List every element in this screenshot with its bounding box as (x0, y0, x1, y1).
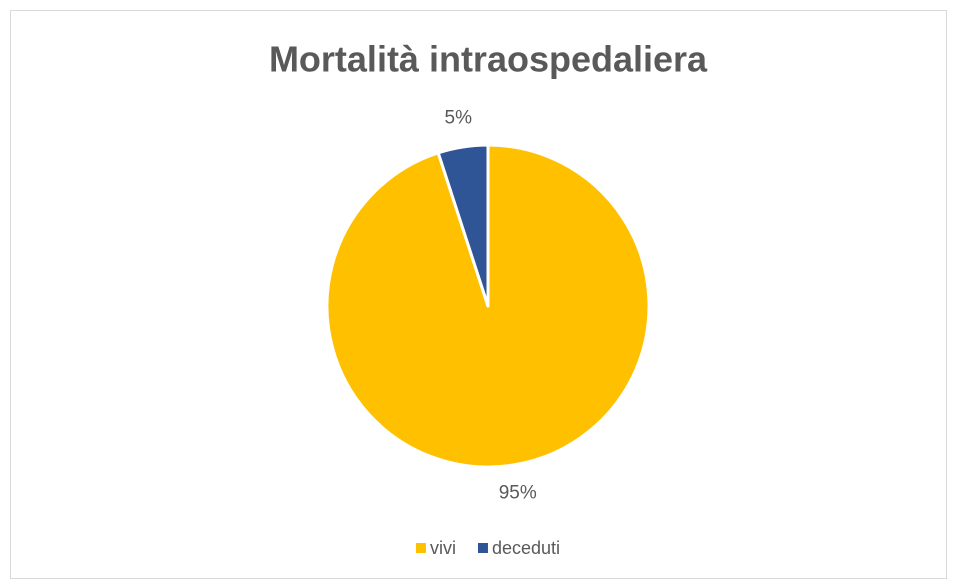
data-label: 95% (499, 483, 537, 504)
chart-title: Mortalità intraospedaliera (269, 39, 708, 80)
data-label: 5% (445, 107, 473, 128)
legend-label: deceduti (492, 538, 560, 558)
legend-label: vivi (430, 538, 456, 558)
pie-slice (436, 143, 490, 308)
legend-swatch (477, 543, 488, 553)
legend-swatch (415, 543, 426, 553)
